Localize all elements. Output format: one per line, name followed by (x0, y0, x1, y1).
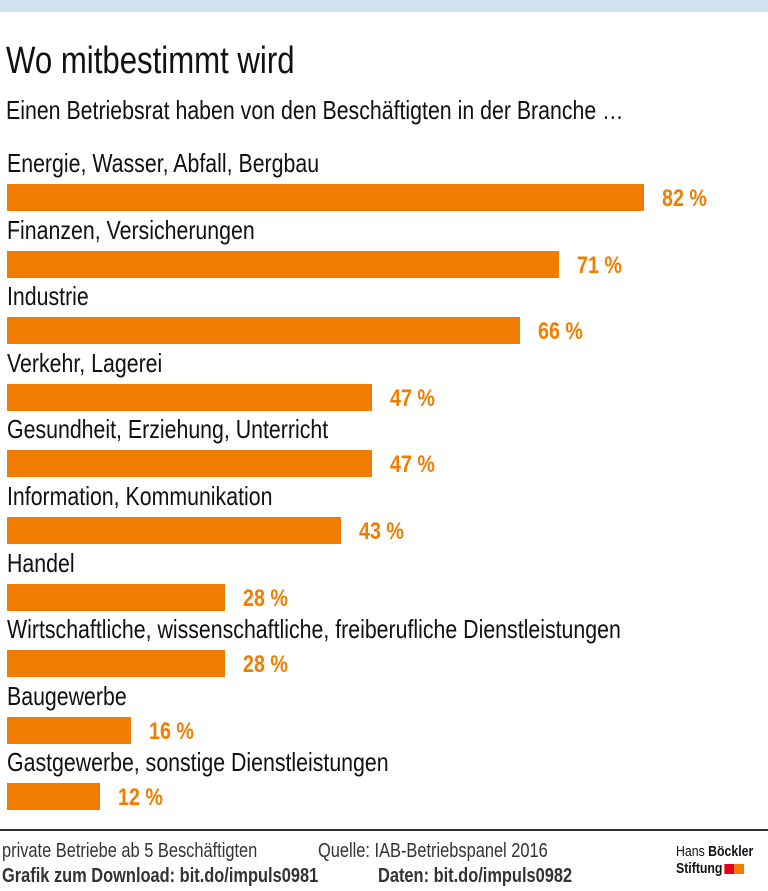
bar (7, 250, 559, 278)
hans-boeckler-logo: Hans Böckler Stiftung (676, 843, 754, 877)
category-label: Gesundheit, Erziehung, Unterricht (7, 414, 329, 445)
bar (7, 450, 373, 478)
value-label: 66 % (537, 318, 583, 346)
bar (7, 383, 373, 411)
value-label: 71 % (576, 251, 622, 279)
chart-title: Wo mitbestimmt wird (6, 40, 295, 82)
value-label: 47 % (390, 384, 435, 412)
value-label: 28 % (242, 651, 288, 679)
bar (7, 583, 225, 611)
category-label: Verkehr, Lagerei (7, 347, 163, 378)
footer-source: Quelle: IAB-Betriebspanel 2016 (318, 840, 548, 862)
category-label: Wirtschaftliche, wissenschaftliche, frei… (7, 614, 621, 645)
value-label: 82 % (662, 185, 707, 212)
category-label: Energie, Wasser, Abfall, Bergbau (7, 148, 320, 178)
chart-subtitle: Einen Betriebsrat haben von den Beschäft… (6, 95, 624, 125)
category-label: Baugewerbe (7, 680, 127, 711)
footer-note: private Betriebe ab 5 Beschäftigten (2, 840, 258, 862)
bar (7, 650, 225, 678)
category-label: Finanzen, Versicherungen (7, 214, 255, 245)
bar (7, 716, 132, 744)
value-label: 28 % (242, 584, 288, 612)
value-label: 16 % (149, 717, 195, 745)
bar (7, 184, 644, 211)
bar (7, 517, 342, 544)
value-label: 12 % (118, 784, 164, 812)
category-label: Industrie (7, 281, 89, 312)
value-label: 47 % (390, 451, 435, 479)
value-label: 43 % (359, 518, 404, 545)
category-label: Handel (7, 547, 75, 578)
category-label: Information, Kommunikation (7, 481, 273, 511)
top-band (0, 0, 768, 12)
category-label: Gastgewerbe, sonstige Dienstleistungen (7, 747, 389, 778)
footer-divider (0, 829, 768, 831)
bar (7, 317, 520, 345)
bar (7, 783, 101, 811)
download-link[interactable]: Grafik zum Download: bit.do/impuls0981 (2, 865, 319, 887)
data-link[interactable]: Daten: bit.do/impuls0982 (378, 865, 573, 887)
